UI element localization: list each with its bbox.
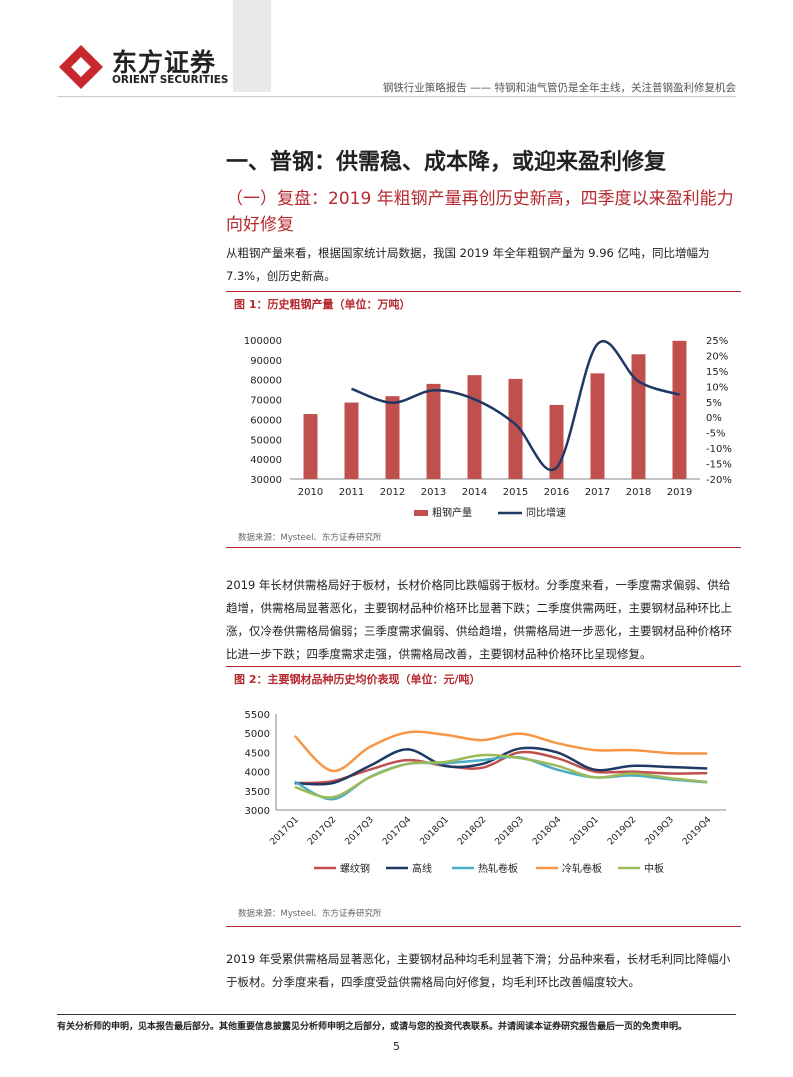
x-tick-label: 2018Q1 [419,815,451,847]
bar-crude-steel [590,373,605,479]
page-number: 5 [393,1040,400,1053]
paragraph-3: 2019 年受累供需格局显著恶化，主要钢材品种均毛利显著下滑；分品种来看，长材毛… [226,952,731,989]
y-right-tick-label: 15% [706,367,728,378]
legend-label: 高线 [412,862,432,875]
figure2-title: 图 2：主要钢材品种历史均价表现（单位：元/吨） [234,673,481,686]
x-tick-label: 2019Q2 [606,815,638,847]
series-line-螺纹钢 [294,750,708,785]
legend-label: 冷轧卷板 [562,862,602,875]
y-right-tick-label: 10% [706,382,728,393]
y-right-tick-label: -15% [706,460,732,471]
x-tick-label: 2018Q3 [494,815,526,847]
x-tick-label: 2017Q1 [269,815,301,847]
figure2-bottom-rule [226,926,741,927]
y-tick-label: 5000 [245,729,270,740]
y-tick-label: 4000 [245,768,270,779]
bar-crude-steel [467,375,482,479]
y-right-tick-label: 25% [706,336,728,347]
paragraph-1: 从粗钢产量来看，根据国家统计局数据，我国 2019 年全年粗钢产量为 9.96 … [226,246,710,283]
y-left-tick-label: 100000 [244,336,282,347]
y-right-tick-label: 20% [706,351,728,362]
legend-label: 螺纹钢 [340,862,370,875]
series-line-热轧卷板 [294,755,708,801]
series-line-中板 [294,753,708,799]
paragraph-2: 2019 年长材供需格局好于板材，长材价格同比跌幅弱于板材。分季度来看，一季度需… [226,578,732,661]
bar-crude-steel [303,414,318,479]
y-left-tick-label: 70000 [250,396,282,407]
y-left-tick-label: 80000 [250,376,282,387]
y-left-tick-label: 30000 [250,475,282,486]
bar-crude-steel [672,340,687,479]
series-line-高线 [294,746,708,786]
x-tick-label: 2018Q2 [456,815,488,847]
x-tick-label: 2017Q4 [381,815,414,848]
legend-swatch-bar [414,510,428,516]
bar-crude-steel [631,354,646,479]
orient-securities-logo-icon [59,45,103,89]
legend-label: 热轧卷板 [478,862,518,875]
header-gray-band [233,0,271,92]
x-tick-label: 2019 [667,487,692,498]
y-tick-label: 3500 [245,787,270,798]
y-left-tick-label: 40000 [250,455,282,466]
series-line-yoy [351,340,680,472]
figure2-source: 数据来源：Mysteel、东方证券研究所 [238,909,382,919]
y-left-tick-label: 90000 [250,356,282,367]
x-tick-label: 2012 [380,487,405,498]
bar-crude-steel [344,402,359,479]
bar-crude-steel [385,396,400,479]
figure1-top-rule [226,291,741,292]
brand-name-cn: 东方证券 [112,48,217,77]
y-tick-label: 5500 [245,710,270,721]
x-tick-label: 2011 [339,487,364,498]
series-line-冷轧卷板 [293,730,708,773]
x-tick-label: 2017Q3 [344,815,376,847]
section-heading: 一、普钢：供需稳、成本降，或迎来盈利修复 [226,150,667,175]
report-title: 钢铁行业策略报告 —— 特钢和油气管仍是全年主线，关注普钢盈利修复机会 [382,82,736,94]
legend-label: 同比增速 [526,506,566,519]
header-divider [57,96,736,97]
y-tick-label: 3000 [245,806,270,817]
y-right-tick-label: 0% [706,413,722,424]
x-tick-label: 2017Q2 [306,815,338,847]
figure1-chart: 30000 40000 50000 60000 70000 80000 90000 10000… [244,336,732,519]
footer-disclaimer: 有关分析师的申明，见本报告最后部分。其他重要信息披露见分析师申明之后部分，或请与… [57,1022,688,1032]
x-tick-label: 2019Q4 [681,815,714,848]
figure1-bottom-rule [226,547,741,548]
x-tick-label: 2016 [544,487,569,498]
subsection-heading: （一）复盘：2019 年粗钢产量再创历史新高，四季度以来盈利能力向好修复 [226,189,734,235]
y-left-tick-label: 50000 [250,435,282,446]
figure2-top-rule [226,666,741,667]
y-left-tick-label: 60000 [250,415,282,426]
x-tick-label: 2017 [585,487,610,498]
x-tick-label: 2013 [421,487,446,498]
bar-crude-steel [426,383,441,479]
y-right-tick-label: 5% [706,398,722,409]
bar-crude-steel [508,378,523,479]
x-tick-label: 2018Q4 [531,815,564,848]
brand-name-en: ORIENT SECURITIES [112,74,229,86]
y-tick-label: 4500 [245,748,270,759]
legend-label: 粗钢产量 [432,506,472,519]
x-tick-label: 2019Q3 [644,815,676,847]
x-tick-label: 2015 [503,487,528,498]
y-right-tick-label: -10% [706,444,732,455]
legend-label: 中板 [644,862,664,875]
y-right-tick-label: -20% [706,475,732,486]
x-tick-label: 2018 [626,487,651,498]
x-tick-label: 2019Q1 [569,815,601,847]
y-right-tick-label: -5% [706,429,725,440]
footer-divider [57,1014,736,1015]
x-tick-label: 2010 [298,487,323,498]
x-tick-label: 2014 [462,487,487,498]
figure1-title: 图 1：历史粗钢产量（单位：万吨） [234,298,411,311]
figure1-source: 数据来源：Mysteel、东方证券研究所 [238,533,382,543]
